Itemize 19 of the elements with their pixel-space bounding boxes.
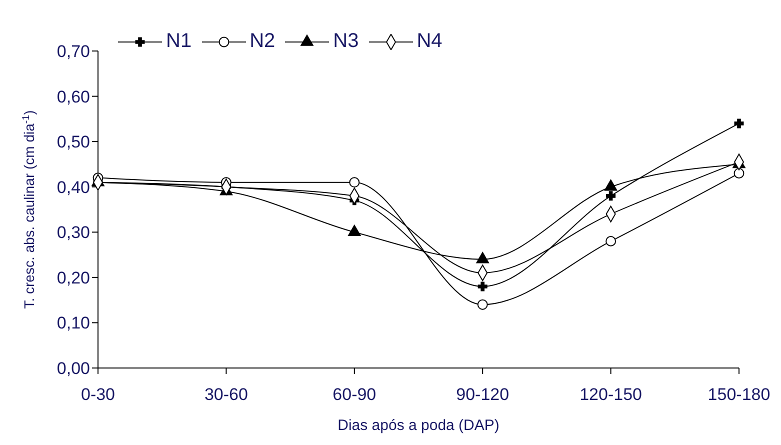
legend-label: N4 xyxy=(416,30,442,53)
y-tick-label: 0,70 xyxy=(56,42,90,62)
x-tick-label: 150-180 xyxy=(708,385,770,404)
x-tick-label: 60-90 xyxy=(332,385,376,404)
x-axis-title: Dias após a poda (DAP) xyxy=(338,417,500,434)
x-tick-label: 30-60 xyxy=(204,385,248,404)
x-tick-label: 120-150 xyxy=(580,385,642,404)
x-tick-label: 0-30 xyxy=(80,385,116,404)
y-tick-label: 0,50 xyxy=(56,132,90,152)
y-tick-label: 0,00 xyxy=(56,359,90,378)
y-tick-label: 0,10 xyxy=(56,314,90,333)
y-tick-label: 0,60 xyxy=(56,87,90,106)
legend-label: N1 xyxy=(165,30,192,53)
legend-label: N2 xyxy=(248,30,276,53)
y-tick-label: 0,30 xyxy=(56,223,90,242)
y-tick-label: 0,40 xyxy=(56,178,90,197)
y-tick-label: 0,20 xyxy=(56,268,90,288)
legend-label: N3 xyxy=(332,30,359,53)
x-tick-label: 90-120 xyxy=(456,385,510,404)
